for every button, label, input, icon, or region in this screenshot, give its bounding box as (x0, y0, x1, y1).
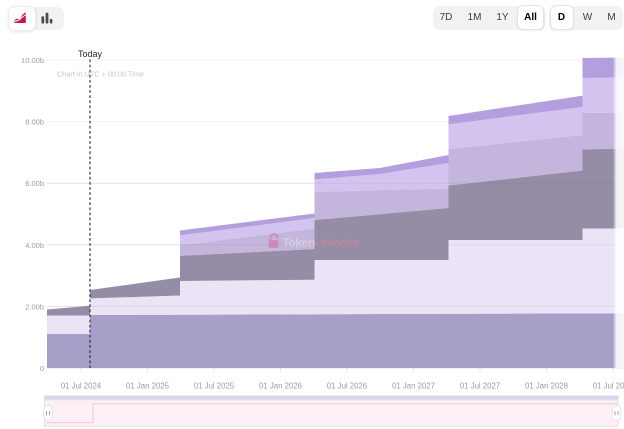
svg-text:Chart in UTC + 00:00 Time: Chart in UTC + 00:00 Time (57, 70, 144, 79)
svg-text:0: 0 (40, 364, 44, 373)
svg-text:01 Jul 2024: 01 Jul 2024 (61, 382, 102, 391)
svg-text:01 Jul 2028: 01 Jul 2028 (593, 382, 624, 391)
svg-text:2.00b: 2.00b (25, 302, 44, 311)
svg-text:4.00b: 4.00b (25, 241, 44, 250)
svg-text:01 Jul 2025: 01 Jul 2025 (194, 382, 235, 391)
svg-text:01 Jul 2027: 01 Jul 2027 (460, 382, 500, 391)
svg-text:8.00b: 8.00b (25, 118, 44, 127)
svg-text:01 Jan 2026: 01 Jan 2026 (259, 382, 302, 391)
svg-text:6.00b: 6.00b (25, 179, 44, 188)
svg-text:10.00b: 10.00b (21, 56, 44, 65)
svg-text:01 Jan 2027: 01 Jan 2027 (392, 382, 435, 391)
svg-text:Today: Today (78, 49, 103, 59)
svg-text:01 Jan 2028: 01 Jan 2028 (525, 382, 568, 391)
svg-text:01 Jul 2026: 01 Jul 2026 (327, 382, 367, 391)
svg-text:TokenUnlocks.: TokenUnlocks. (283, 236, 362, 250)
svg-text:01 Jan 2025: 01 Jan 2025 (126, 382, 170, 391)
